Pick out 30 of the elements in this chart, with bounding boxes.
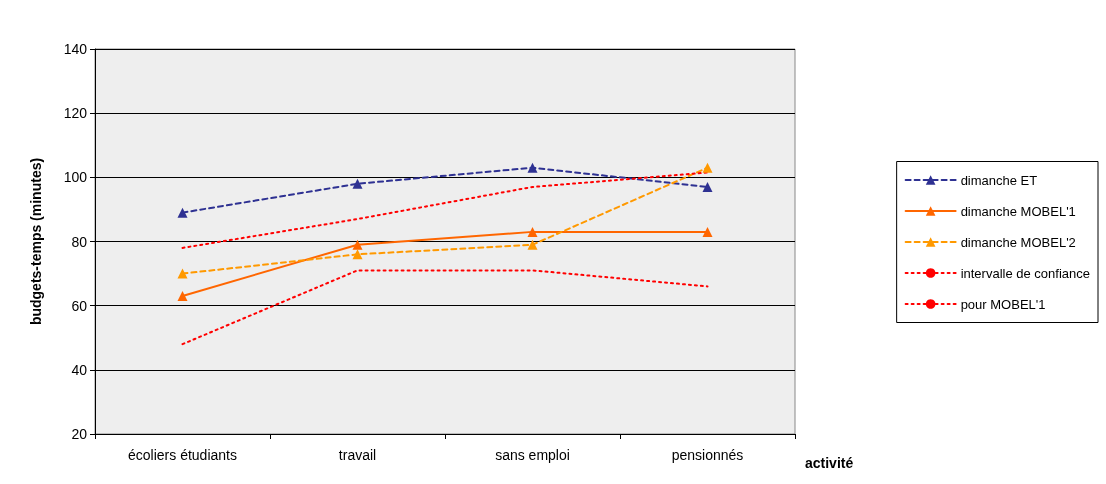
- y-tick-label: 120: [63, 105, 88, 122]
- y-tick-label: 100: [63, 169, 88, 186]
- y-tick-label: 40: [71, 361, 88, 378]
- point: [527, 226, 538, 237]
- point: [352, 239, 363, 250]
- point: [177, 268, 188, 279]
- legend-label: pour MOBEL'1: [960, 296, 1046, 312]
- point: [352, 249, 363, 260]
- x-tick-label: écoliers étudiants: [128, 447, 237, 463]
- point: [352, 178, 363, 189]
- x-axis-title: activité: [805, 455, 854, 471]
- x-tick-label: travail: [338, 447, 377, 463]
- point: [702, 226, 713, 237]
- point: [177, 291, 188, 302]
- point: [527, 162, 538, 173]
- x-tick-label: sans emploi: [495, 447, 570, 463]
- legend-label: dimanche MOBEL'1: [960, 203, 1076, 219]
- point: [702, 162, 713, 173]
- y-tick-label: 20: [71, 426, 88, 442]
- y-tick-label: 60: [71, 297, 88, 314]
- y-tick-label: 140: [63, 41, 88, 57]
- legend-label: intervalle de confiance: [960, 265, 1090, 281]
- legend-label: dimanche ET: [960, 172, 1038, 188]
- point: [177, 207, 188, 218]
- point: [702, 181, 713, 192]
- x-tick-label: pensionnés: [671, 447, 744, 463]
- legend-label: dimanche MOBEL'2: [960, 234, 1076, 250]
- y-tick-label: 80: [71, 233, 88, 250]
- y-axis-title: budgets-temps (minutes): [28, 157, 44, 326]
- point: [527, 239, 538, 250]
